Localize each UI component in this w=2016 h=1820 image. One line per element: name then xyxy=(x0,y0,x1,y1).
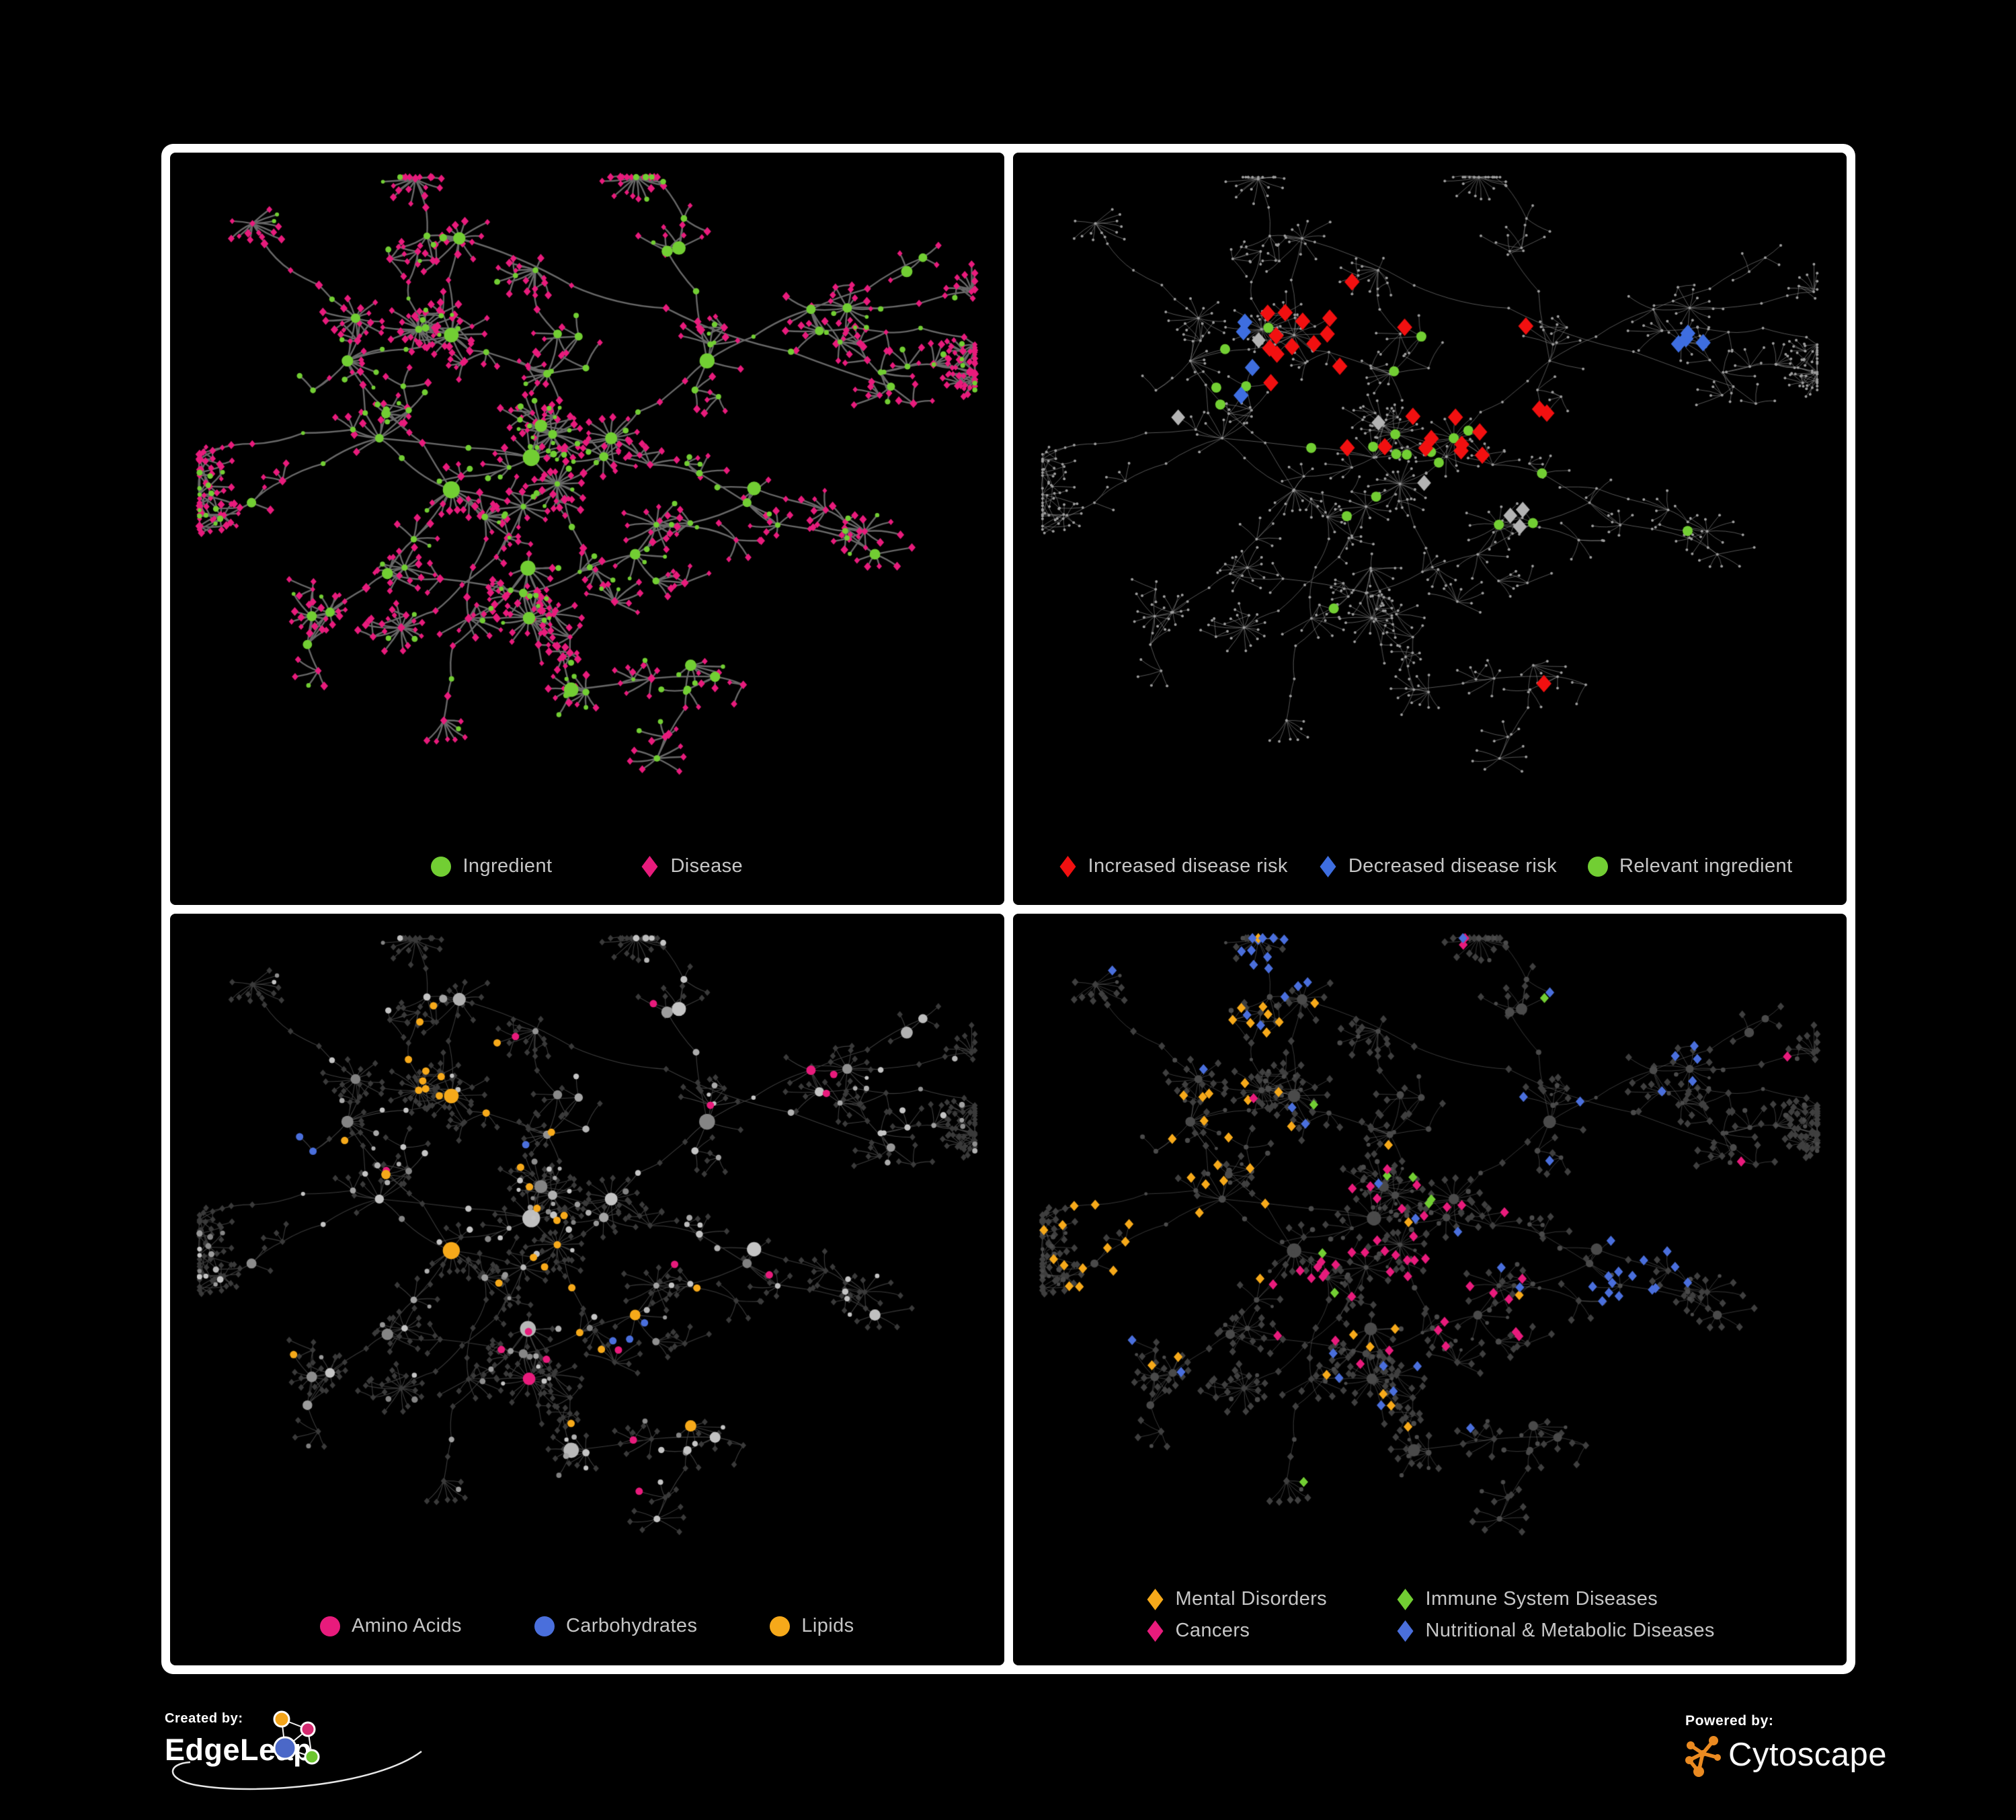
legend-item-nutritional-metabolic-diseases: Nutritional & Metabolic Diseases xyxy=(1396,1620,1715,1643)
panel-disease-categories: Mental Disorders Immune System Diseases Ca… xyxy=(1012,913,1847,1665)
diamond-swatch xyxy=(1320,855,1336,877)
legend-label: Nutritional & Metabolic Diseases xyxy=(1425,1620,1715,1641)
circle-swatch xyxy=(1588,856,1609,877)
panel-grid: Ingredient Disease Increased disease risk… xyxy=(161,144,1855,1674)
network-canvas-ingredient-disease xyxy=(170,153,1004,905)
panel-disease-risk: Increased disease risk Decreased disease … xyxy=(1012,153,1847,905)
legend-item-ingredient: Ingredient xyxy=(431,855,552,878)
legend-label: Increased disease risk xyxy=(1088,855,1288,877)
diamond-swatch xyxy=(1059,855,1076,877)
legend-item-carbohydrates: Carbohydrates xyxy=(534,1615,697,1637)
edgeleap-logo-icon xyxy=(273,1710,320,1765)
legend-item-relevant-ingredient: Relevant ingredient xyxy=(1588,855,1792,878)
legend-item-amino-acids: Amino Acids xyxy=(319,1615,462,1637)
network-canvas-compound-classes xyxy=(170,913,1004,1665)
circle-swatch xyxy=(770,1616,791,1636)
legend-label: Mental Disorders xyxy=(1175,1588,1328,1610)
diamond-swatch xyxy=(641,855,658,877)
created-by-branding: Created by: EdgeLeap xyxy=(163,1710,459,1820)
legend-label: Immune System Diseases xyxy=(1425,1588,1658,1610)
circle-swatch xyxy=(534,1616,555,1636)
cytoscape-logo-icon xyxy=(1685,1736,1721,1777)
legend-item-disease: Disease xyxy=(641,855,743,878)
legend-label: Disease xyxy=(670,855,743,877)
created-by-label: Created by: xyxy=(165,1711,243,1726)
legend-label: Carbohydrates xyxy=(565,1615,698,1636)
legend-item-decreased-disease-risk: Decreased disease risk xyxy=(1319,855,1557,878)
legend-item-lipids: Lipids xyxy=(770,1615,854,1637)
legend-disease-risk: Increased disease risk Decreased disease … xyxy=(1059,855,1793,878)
legend-label: Decreased disease risk xyxy=(1348,855,1558,877)
legend-label: Amino Acids xyxy=(351,1615,462,1636)
legend-label: Relevant ingredient xyxy=(1619,855,1793,877)
legend-ingredient-disease: Ingredient Disease xyxy=(170,855,1004,878)
network-canvas-disease-risk xyxy=(1012,153,1847,905)
diamond-swatch xyxy=(1397,1588,1413,1610)
legend-disease-categories: Mental Disorders Immune System Diseases Ca… xyxy=(1146,1583,1715,1647)
powered-by-branding: Powered by: Cytoscape xyxy=(1684,1713,2000,1794)
diamond-swatch xyxy=(1147,1620,1163,1642)
legend-label: Ingredient xyxy=(462,855,553,877)
circle-swatch xyxy=(431,856,452,877)
panel-ingredient-disease: Ingredient Disease xyxy=(170,153,1004,905)
powered-by-label: Powered by: xyxy=(1685,1713,1774,1729)
legend-item-cancers: Cancers xyxy=(1146,1620,1396,1643)
legend-compound-classes: Amino Acids Carbohydrates Lipids xyxy=(170,1615,1004,1637)
circle-swatch xyxy=(319,1616,340,1636)
diamond-swatch xyxy=(1147,1588,1163,1610)
diamond-swatch xyxy=(1397,1620,1413,1642)
legend-item-immune-system-diseases: Immune System Diseases xyxy=(1396,1588,1715,1611)
edgeleap-swoosh-icon xyxy=(171,1751,422,1790)
legend-item-increased-disease-risk: Increased disease risk xyxy=(1059,855,1288,878)
legend-item-mental-disorders: Mental Disorders xyxy=(1146,1588,1396,1611)
cytoscape-wordmark: Cytoscape xyxy=(1728,1737,1888,1773)
panel-compound-classes: Amino Acids Carbohydrates Lipids xyxy=(170,913,1004,1665)
legend-label: Lipids xyxy=(801,1615,854,1636)
network-canvas-disease-categories xyxy=(1012,913,1847,1665)
legend-label: Cancers xyxy=(1175,1620,1250,1641)
